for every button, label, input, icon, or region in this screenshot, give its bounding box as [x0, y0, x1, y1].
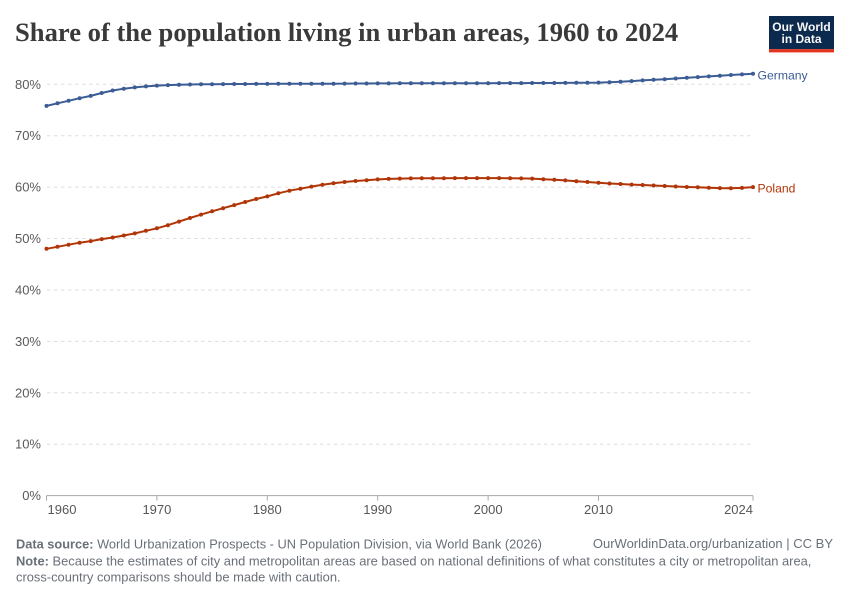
svg-text:1980: 1980: [253, 502, 282, 517]
svg-text:1960: 1960: [48, 502, 77, 517]
svg-text:80%: 80%: [15, 77, 41, 92]
svg-text:20%: 20%: [15, 385, 41, 400]
svg-text:1970: 1970: [142, 502, 171, 517]
svg-text:cross-country comparisons shou: cross-country comparisons should be made…: [16, 570, 341, 585]
svg-text:30%: 30%: [15, 334, 41, 349]
svg-text:Note: Because the estimates of: Note: Because the estimates of city and …: [16, 554, 811, 569]
svg-text:70%: 70%: [15, 128, 41, 143]
svg-text:Our World: Our World: [772, 20, 830, 34]
svg-text:OurWorldinData.org/urbanizatio: OurWorldinData.org/urbanization | CC BY: [593, 536, 833, 551]
svg-text:60%: 60%: [15, 180, 41, 195]
svg-text:1990: 1990: [363, 502, 392, 517]
svg-text:Share of the population living: Share of the population living in urban …: [15, 17, 678, 47]
svg-text:40%: 40%: [15, 283, 41, 298]
svg-text:in Data: in Data: [781, 32, 821, 46]
svg-text:2024: 2024: [724, 502, 753, 517]
svg-text:Poland: Poland: [758, 181, 796, 195]
svg-text:0%: 0%: [22, 488, 41, 503]
svg-text:10%: 10%: [15, 437, 41, 452]
svg-text:Data source: World Urbanizatio: Data source: World Urbanization Prospect…: [16, 537, 542, 552]
svg-text:50%: 50%: [15, 231, 41, 246]
svg-text:2000: 2000: [474, 502, 503, 517]
svg-text:Germany: Germany: [758, 68, 809, 82]
svg-text:2010: 2010: [584, 502, 613, 517]
